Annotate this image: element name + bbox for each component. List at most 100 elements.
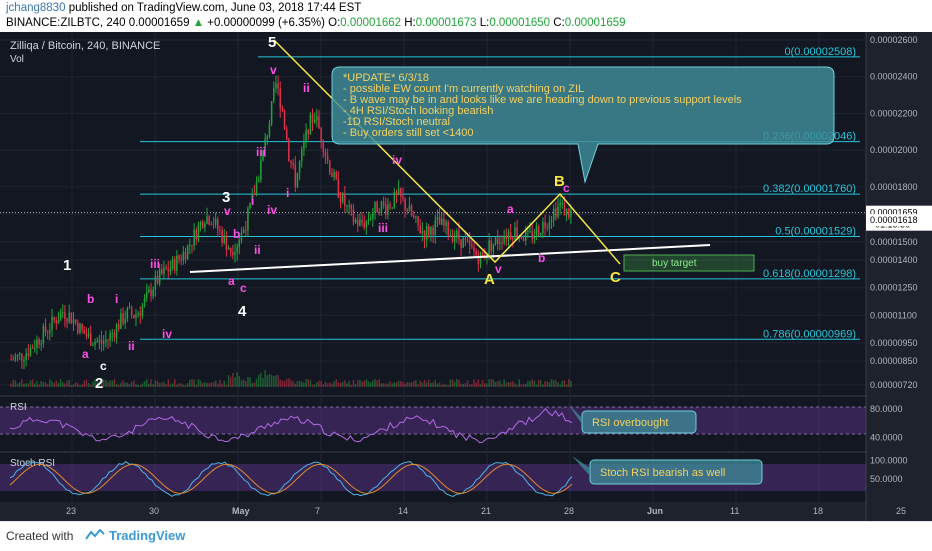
volume-bar [21, 379, 23, 387]
tradingview-brand[interactable]: TradingView [109, 528, 186, 543]
volume-bar [145, 379, 148, 387]
volume-bar [503, 379, 505, 387]
candle-body [229, 247, 232, 253]
candle-body [410, 205, 413, 216]
volume-bar [354, 384, 357, 387]
candle-body [87, 333, 90, 337]
stoch-callout[interactable]: Stoch RSI bearish as well [572, 456, 763, 485]
candle-body [51, 316, 53, 331]
candle-body [178, 255, 180, 259]
volume-bar [548, 382, 551, 387]
volume-bar [423, 379, 426, 387]
chart-title: Zilliqa / Bitcoin, 240, BINANCE [10, 40, 160, 52]
volume-bar [148, 383, 150, 387]
volume-bar [176, 384, 178, 387]
secondary-price-tag [866, 214, 932, 227]
candle-body [163, 267, 165, 274]
volume-bar [120, 382, 122, 387]
update-callout[interactable]: *UPDATE* 6/3/18 - possible EW count I'm … [331, 66, 835, 184]
candle-body [298, 161, 301, 174]
volume-bar [34, 383, 36, 387]
volume-bar [492, 379, 495, 387]
candle-body [212, 224, 215, 226]
volume-bar [208, 383, 210, 387]
volume-bar [161, 382, 163, 387]
candle-body [477, 255, 480, 264]
volume-bar [479, 384, 482, 387]
candle-body [540, 233, 542, 236]
volume-bar [214, 380, 217, 387]
volume-bar [285, 379, 288, 387]
volume-bar [242, 379, 245, 387]
volume-bar [486, 383, 488, 387]
volume-bar [518, 379, 520, 387]
chart-canvas[interactable]: 0(0.00002508)0.236(0.00002046)0.382(0.00… [0, 32, 932, 521]
candle-body [473, 247, 475, 252]
wave-label: i [286, 186, 289, 200]
candle-body [221, 230, 223, 243]
volume-bar [367, 381, 370, 387]
time-axis[interactable]: 23 30 May 7 14 21 28 Jun 11 18 25 [66, 506, 906, 516]
volume-bar [445, 384, 447, 387]
candle-body [199, 221, 202, 226]
volume-bar [130, 381, 133, 387]
time-tick-label: 28 [564, 506, 574, 516]
rsi-callout-pointer [568, 404, 582, 424]
author-link[interactable]: jchang8830 [6, 2, 66, 14]
buy-target-box[interactable] [623, 254, 755, 272]
candle-body [464, 237, 467, 240]
volume-bar [135, 384, 137, 387]
candle-body [232, 252, 234, 256]
volume-bar [229, 376, 232, 387]
volume-bar [51, 381, 53, 387]
price-tick-label: 0.00000950 [870, 338, 918, 348]
callout-line-1: *UPDATE* 6/3/18 [343, 72, 429, 84]
candle-body [113, 332, 116, 338]
volume-bar [471, 384, 473, 387]
candle-body [490, 240, 493, 251]
candle-body [535, 226, 538, 236]
volume-bar [356, 380, 359, 387]
low-label: L: [479, 17, 490, 29]
wave-label: iii [150, 257, 160, 271]
candle-body [475, 251, 477, 256]
candle-body [288, 139, 290, 161]
candle-body [94, 341, 96, 345]
wave-label: 1 [63, 257, 71, 274]
volume-bar [320, 380, 322, 387]
candle-body [318, 116, 320, 129]
price-axis[interactable]: 0.00002600 0.00002400 0.00002200 0.00002000… [866, 35, 932, 484]
candle-body [365, 221, 368, 228]
rsi-callout[interactable]: RSI overbought [568, 404, 697, 434]
candle-body [184, 252, 187, 260]
volume-bar [294, 383, 297, 387]
candle-body [236, 246, 238, 253]
volume-bar [105, 380, 107, 387]
volume-bar [72, 384, 75, 387]
volume-bar [44, 382, 47, 387]
volume-label: Vol [10, 54, 24, 65]
volume-bar [507, 381, 510, 387]
volume-bar [348, 380, 350, 387]
candle-body [120, 313, 122, 329]
candle-body [81, 323, 83, 330]
volume-bars [10, 370, 572, 387]
volume-bar [156, 380, 159, 387]
volume-bar [453, 381, 456, 387]
candle-body [77, 322, 79, 333]
candle-body [440, 218, 443, 225]
update-callout-bubble [331, 66, 835, 184]
candle-body [537, 226, 540, 236]
candle-body [201, 221, 204, 228]
abc-correction-path[interactable] [273, 39, 621, 265]
low-value: 0.00001650 [489, 17, 551, 29]
candle-body [260, 160, 262, 181]
candle-body [102, 341, 105, 344]
candle-body [352, 209, 355, 223]
candle-body [372, 212, 374, 219]
candle-body [83, 329, 86, 334]
support-trendline[interactable] [189, 244, 711, 273]
candle-body [533, 235, 536, 240]
volume-bar [509, 382, 512, 387]
candle-body [367, 219, 370, 222]
